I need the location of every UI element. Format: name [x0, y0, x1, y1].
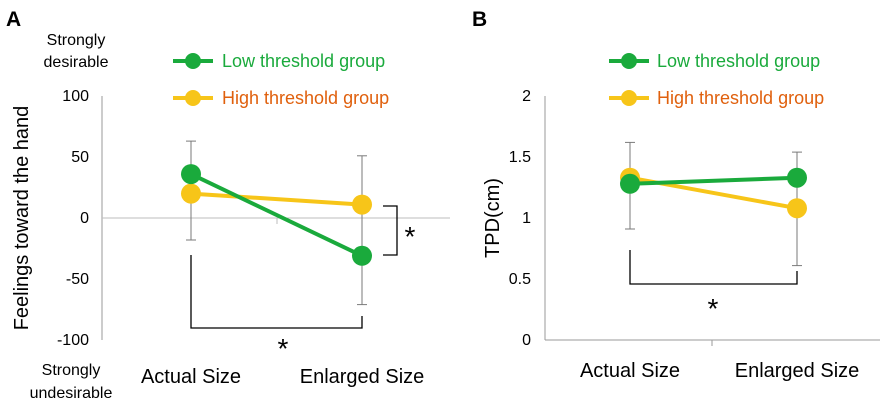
panel-b-point-high-enlarged — [787, 198, 807, 219]
panel-b-point-low-actual — [620, 173, 640, 194]
panel-a-between-conditions-bracket — [190, 255, 363, 329]
panel-a-series-line-low — [190, 172, 363, 258]
panel-b-label: B — [472, 8, 487, 31]
panel-b-y-tick-label: 2 — [522, 88, 531, 105]
panel-b-x-tick-label-actual-size: Actual Size — [580, 360, 680, 382]
panel-a-label: A — [6, 8, 21, 31]
panel-a-legend-low-label: Low threshold group — [222, 51, 385, 71]
panel-a-y-tick-label: 0 — [80, 210, 89, 227]
panel-b-y-tick-label: 0 — [522, 332, 531, 349]
panel-a-x-tick-label-actual-size: Actual Size — [141, 366, 241, 388]
panel-a-legend-high-label: High threshold group — [222, 88, 389, 108]
panel-a-x-tick-label-enlarged-size: Enlarged Size — [300, 366, 425, 388]
panel-b-y-tick-label: 1 — [522, 210, 531, 227]
panel-b-y-axis-label: TPD(cm) — [482, 178, 504, 258]
panel-b-legend-low-label: Low threshold group — [657, 51, 820, 71]
panel-a-y-tick-label: 50 — [71, 149, 89, 166]
panel-a-point-high-enlarged — [352, 194, 372, 215]
panel-b: B TPD(cm) 2 1.5 1 0.5 0 Actual Size Enla… — [472, 8, 880, 382]
panel-a-bottom-annotation-line1: Strongly — [42, 362, 101, 379]
panel-a-top-annotation-line1: Strongly — [47, 32, 106, 49]
panel-b-x-tick-label-enlarged-size: Enlarged Size — [735, 360, 860, 382]
panel-a-between-conditions-asterisk: * — [278, 333, 289, 364]
panel-a-point-high-actual — [181, 183, 201, 204]
panel-b-series-line-low — [629, 175, 798, 186]
panel-a-y-tick-label: 100 — [62, 88, 89, 105]
panel-b-legend-low-marker — [621, 53, 637, 69]
panel-a-bottom-annotation-line2: undesirable — [30, 385, 113, 402]
panel-b-legend-high-label: High threshold group — [657, 88, 824, 108]
panel-a-legend-high-marker — [185, 90, 201, 106]
panel-a-legend-low-marker — [185, 53, 201, 69]
panel-a-y-axis-label: Feelings toward the hand — [11, 106, 33, 331]
panel-a: A Strongly desirable Strongly undesirabl… — [6, 8, 450, 402]
panel-b-point-low-enlarged — [787, 167, 807, 188]
panel-a-top-annotation-line2: desirable — [44, 54, 109, 71]
panel-b-y-tick-label: 0.5 — [509, 271, 531, 288]
panel-b-between-conditions-bracket — [629, 250, 798, 285]
panel-a-y-tick-label: -50 — [66, 271, 89, 288]
panel-a-series-line-high — [190, 191, 363, 207]
panel-a-point-low-enlarged — [352, 245, 372, 266]
panel-a-y-tick-label: -100 — [57, 332, 89, 349]
panel-a-between-groups-asterisk: * — [405, 221, 416, 252]
panel-b-between-conditions-asterisk: * — [708, 293, 719, 324]
panel-a-between-groups-bracket — [383, 205, 398, 256]
panel-b-legend-high-marker — [621, 90, 637, 106]
panel-b-y-tick-label: 1.5 — [509, 149, 531, 166]
panel-a-point-low-actual — [181, 164, 201, 185]
